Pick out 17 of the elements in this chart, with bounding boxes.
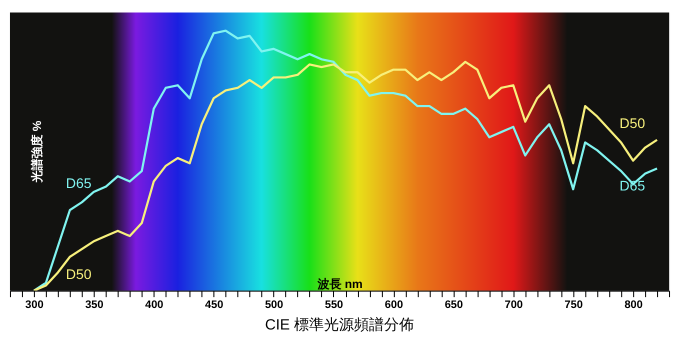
x-tick-label: 750: [564, 299, 583, 312]
x-tick-label: 450: [205, 299, 224, 312]
x-axis-title: 波長 nm: [316, 277, 363, 292]
x-tick-label: 700: [504, 299, 523, 312]
x-tick-label: 650: [444, 299, 463, 312]
x-tick-label: 350: [85, 299, 104, 312]
y-axis-title: 光譜強度 %: [30, 120, 44, 184]
x-tick-label: 600: [384, 299, 404, 312]
x-tick-label: 400: [145, 299, 164, 312]
text: CIE 標準光源頻譜分佈: [264, 316, 414, 334]
series-label: D50: [66, 266, 92, 282]
x-tick-label: 500: [264, 299, 284, 312]
x-tick-label: 550: [324, 299, 344, 312]
text: D65: [66, 175, 92, 192]
x-tick-label: 800: [624, 299, 643, 312]
x-tick-label: 300: [25, 299, 44, 312]
text: D50: [620, 114, 646, 131]
